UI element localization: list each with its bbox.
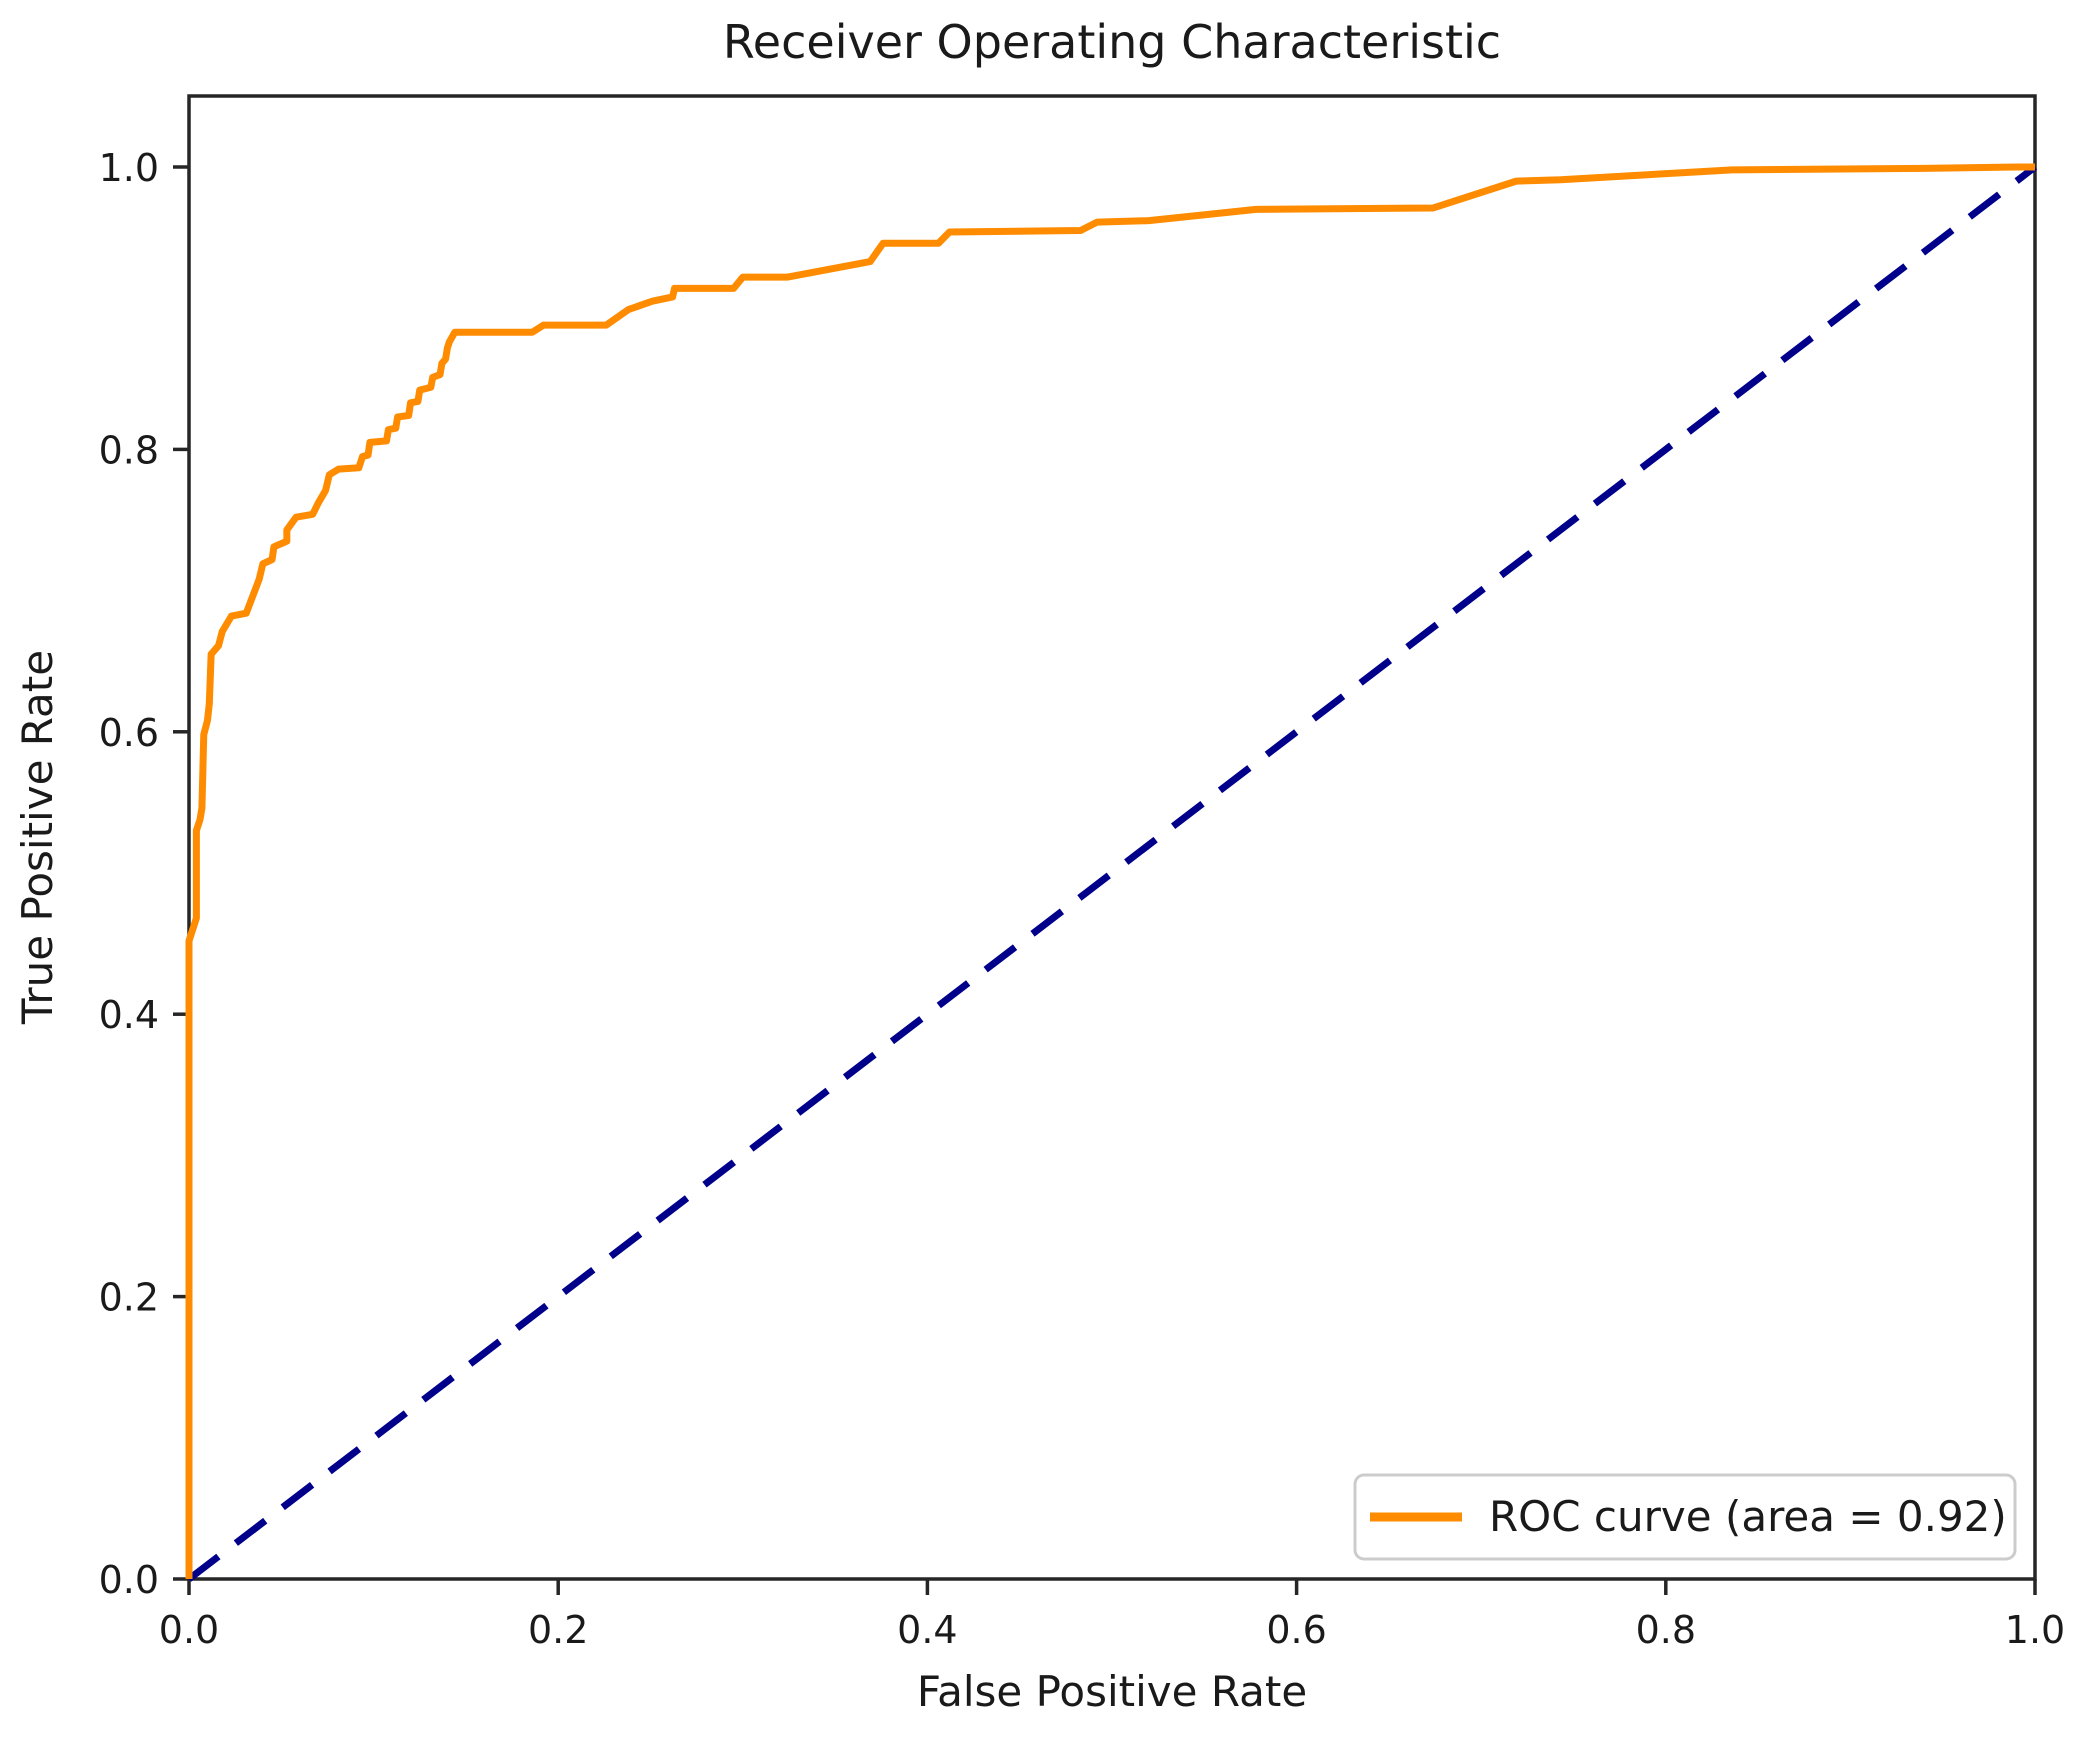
y-tick-label: 0.0 bbox=[99, 1558, 159, 1602]
x-tick-label: 0.2 bbox=[528, 1608, 588, 1652]
plot-area bbox=[187, 94, 2037, 1581]
y-tick-label: 0.6 bbox=[99, 711, 159, 755]
y-tick-label: 0.2 bbox=[99, 1276, 159, 1320]
x-tick-label: 0.4 bbox=[897, 1608, 957, 1652]
legend-label: ROC curve (area = 0.92) bbox=[1489, 1492, 2007, 1541]
chart-title: Receiver Operating Characteristic bbox=[723, 15, 1501, 69]
roc-curve-line bbox=[185, 163, 2035, 1579]
y-axis-ticks: 0.0 0.2 0.4 0.6 0.8 1.0 bbox=[99, 146, 189, 1602]
y-tick-label: 1.0 bbox=[99, 146, 159, 190]
legend: ROC curve (area = 0.92) bbox=[1353, 1473, 2017, 1561]
x-tick-label: 1.0 bbox=[2005, 1608, 2065, 1652]
y-tick-label: 0.4 bbox=[99, 993, 159, 1037]
x-axis-ticks: 0.0 0.2 0.4 0.6 0.8 1.0 bbox=[159, 1579, 2065, 1652]
legend-box bbox=[1353, 1473, 2017, 1561]
x-tick-label: 0.0 bbox=[159, 1608, 219, 1652]
x-tick-label: 0.6 bbox=[1266, 1608, 1326, 1652]
chance-diagonal-line bbox=[186, 164, 2038, 1582]
y-tick-label: 0.8 bbox=[99, 428, 159, 472]
x-tick-label: 0.8 bbox=[1636, 1608, 1696, 1652]
x-axis-label: False Positive Rate bbox=[917, 1667, 1307, 1716]
y-axis-label: True Positive Rate bbox=[13, 650, 62, 1025]
